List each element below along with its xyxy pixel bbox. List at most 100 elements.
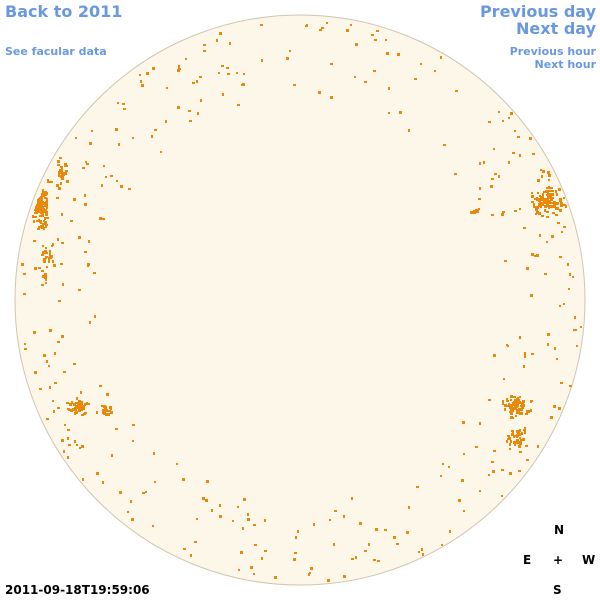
facula	[534, 206, 537, 208]
facula	[551, 205, 554, 208]
facula	[501, 495, 503, 497]
facula	[74, 407, 77, 410]
facula	[34, 209, 37, 211]
facula	[33, 240, 36, 242]
facula	[38, 219, 40, 221]
facula	[434, 70, 436, 72]
facula	[38, 226, 40, 228]
facula	[60, 263, 63, 265]
facula	[504, 260, 507, 262]
previous-day-link[interactable]: Previous day	[479, 2, 596, 21]
facula	[294, 552, 297, 554]
facula	[510, 412, 513, 415]
facula	[491, 461, 494, 463]
facula	[80, 401, 83, 404]
facula	[84, 194, 86, 197]
facula	[546, 241, 548, 243]
facula	[36, 204, 39, 206]
facula	[68, 444, 71, 446]
facula	[116, 180, 118, 182]
facula	[84, 203, 87, 206]
next-hour-link[interactable]: Next hour	[534, 58, 597, 71]
facula	[560, 204, 563, 207]
facula	[130, 500, 132, 503]
facula	[74, 404, 76, 406]
facula	[54, 382, 57, 384]
facula	[548, 193, 550, 196]
facula	[463, 453, 465, 455]
facula	[546, 194, 548, 196]
facula	[556, 193, 558, 196]
facula	[43, 227, 45, 230]
facula	[493, 354, 496, 357]
facula	[449, 530, 451, 533]
facula	[502, 400, 504, 403]
facula	[81, 414, 84, 416]
compass-center: +	[553, 553, 564, 567]
facula	[154, 481, 156, 483]
facula	[448, 466, 450, 468]
facula	[539, 234, 541, 237]
facula	[243, 498, 246, 501]
facula	[21, 263, 24, 266]
facula	[36, 220, 39, 222]
facula	[309, 572, 311, 574]
facula	[560, 382, 563, 384]
facula	[548, 186, 550, 189]
facula	[63, 371, 66, 373]
next-day-link[interactable]: Next day	[516, 19, 596, 38]
facula	[321, 27, 324, 29]
facula	[236, 72, 238, 74]
facula	[569, 273, 571, 276]
facula	[510, 399, 512, 401]
facula	[74, 440, 76, 443]
facula	[200, 99, 202, 102]
facula	[237, 104, 240, 106]
facula	[547, 333, 550, 336]
facula	[554, 201, 556, 204]
facula	[506, 405, 509, 407]
facula	[553, 405, 556, 408]
facula	[131, 518, 134, 521]
back-link[interactable]: Back to 2011	[5, 2, 123, 21]
facula	[440, 56, 442, 59]
facula	[384, 529, 387, 531]
facula	[306, 24, 308, 26]
facula	[39, 198, 41, 201]
facula	[53, 410, 55, 413]
facular-link[interactable]: See facular data	[5, 45, 107, 58]
facula	[60, 182, 62, 185]
facula	[58, 187, 61, 190]
facula	[45, 191, 47, 194]
previous-hour-link[interactable]: Previous hour	[509, 45, 596, 58]
facula	[502, 403, 504, 405]
facula	[132, 440, 134, 442]
facula	[107, 410, 110, 412]
facula	[550, 187, 553, 189]
facula	[514, 443, 516, 446]
facula	[355, 43, 358, 46]
facula	[510, 112, 513, 115]
facula	[216, 39, 218, 42]
facula	[416, 486, 419, 488]
facula	[81, 445, 84, 448]
facula	[146, 72, 149, 75]
facula	[375, 528, 378, 531]
facula	[62, 173, 65, 176]
facula	[185, 58, 187, 60]
facula	[40, 225, 43, 228]
facula	[59, 171, 62, 174]
facula	[72, 408, 75, 411]
facula	[43, 354, 46, 357]
facula	[84, 251, 87, 253]
facula	[73, 198, 76, 201]
facula	[242, 527, 244, 530]
facula	[211, 509, 213, 512]
facula	[498, 111, 500, 113]
facula	[580, 326, 582, 328]
facula	[517, 136, 520, 138]
facula	[544, 209, 546, 212]
facula	[473, 211, 476, 214]
facula	[56, 184, 59, 187]
facula	[567, 263, 569, 266]
